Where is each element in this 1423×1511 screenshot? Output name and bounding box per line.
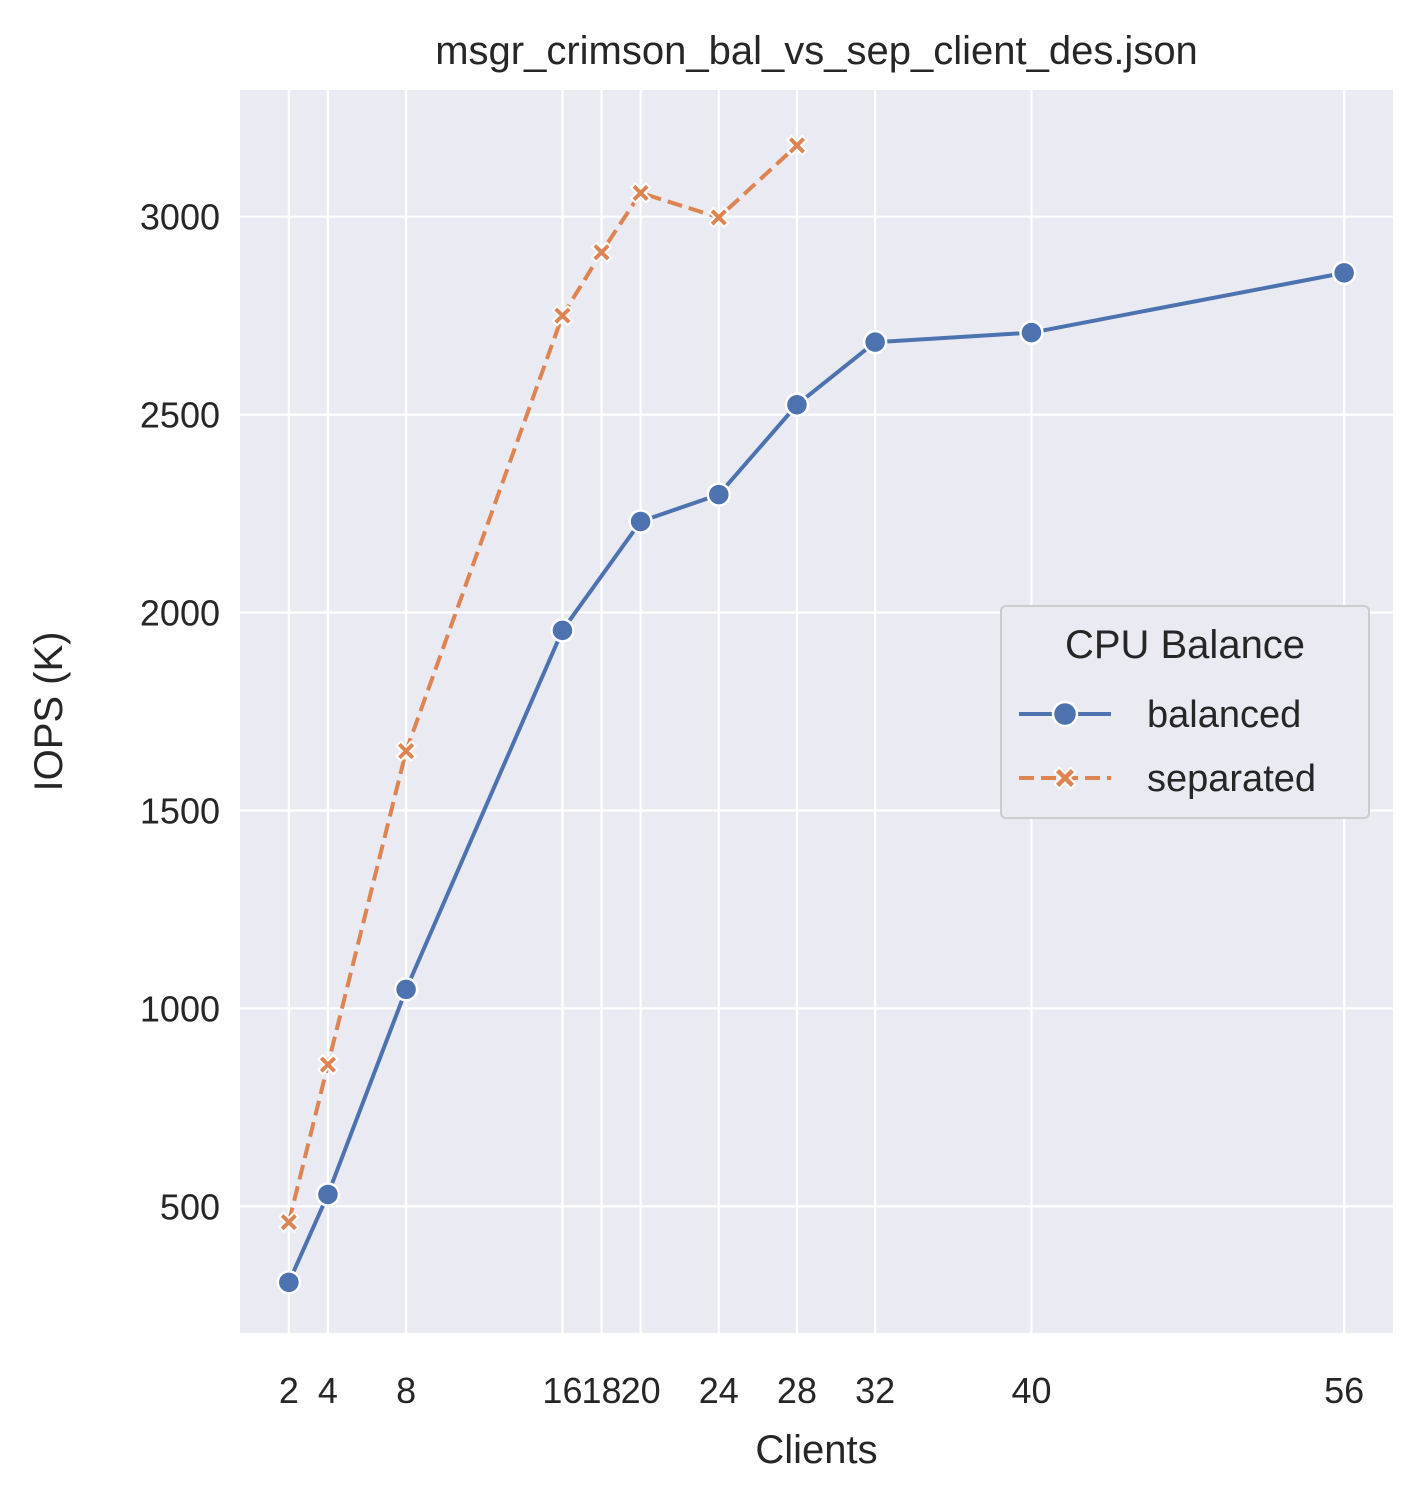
- x-tick-label: 20: [621, 1370, 661, 1411]
- legend-label: balanced: [1147, 694, 1301, 736]
- legend-item-balanced: balanced: [1019, 694, 1301, 736]
- legend-marker: [1053, 766, 1077, 790]
- data-point: [393, 977, 419, 1002]
- legend-box: [1000, 605, 1370, 819]
- data-point: [317, 1053, 339, 1076]
- x-tick-label: 32: [855, 1370, 895, 1411]
- series-line: [286, 270, 1347, 1285]
- series-balanced: [276, 260, 1357, 1295]
- series-separated: [277, 134, 808, 1234]
- y-tick-label: 500: [160, 1186, 220, 1227]
- data-point: [1019, 320, 1044, 345]
- data-point: [628, 509, 653, 534]
- legend-marker: [1051, 700, 1079, 728]
- data-point: [551, 304, 574, 327]
- x-tick-label: 16: [542, 1370, 582, 1411]
- data-point: [315, 1182, 341, 1207]
- x-tick-label: 24: [699, 1370, 739, 1411]
- legend-title: CPU Balance: [1065, 623, 1305, 667]
- data-point: [1331, 260, 1357, 286]
- series-layer: [276, 134, 1357, 1295]
- x-tick-label: 4: [318, 1370, 338, 1411]
- data-point: [707, 206, 730, 229]
- legend-item-separated: separated: [1019, 758, 1316, 800]
- x-axis-title: Clients: [755, 1428, 877, 1472]
- x-tick-label: 8: [396, 1370, 416, 1411]
- data-point: [784, 392, 810, 417]
- data-point: [276, 1270, 302, 1295]
- legend-label: separated: [1147, 758, 1316, 800]
- x-tick-label: 2: [279, 1370, 299, 1411]
- data-point: [862, 329, 888, 355]
- y-tick-label: 2000: [140, 593, 220, 634]
- y-tick-label: 2500: [140, 395, 220, 436]
- chart-title: msgr_crimson_bal_vs_sep_client_des.json: [435, 29, 1198, 73]
- legend: CPU Balance balanced separated: [1000, 605, 1370, 819]
- data-point: [590, 241, 613, 264]
- x-tick-label: 28: [777, 1370, 817, 1411]
- y-axis-title: IOPS (K): [27, 631, 71, 791]
- y-tick-label: 1500: [140, 790, 220, 831]
- x-tick-label: 56: [1324, 1370, 1364, 1411]
- x-tick-label: 18: [582, 1370, 622, 1411]
- data-point: [786, 134, 808, 157]
- tick-labels: 2 4 8 16 18 20 24 28 32 40 56 500 1000 1500 2000 2500 30…: [140, 197, 1364, 1411]
- data-point: [629, 182, 652, 204]
- y-tick-label: 1000: [140, 988, 220, 1029]
- y-tick-label: 3000: [140, 197, 220, 238]
- data-point: [395, 740, 418, 763]
- data-point: [550, 618, 575, 643]
- grid-lines: [240, 90, 1393, 1333]
- x-tick-label: 40: [1011, 1370, 1051, 1411]
- data-point: [706, 482, 732, 507]
- data-point: [277, 1211, 300, 1234]
